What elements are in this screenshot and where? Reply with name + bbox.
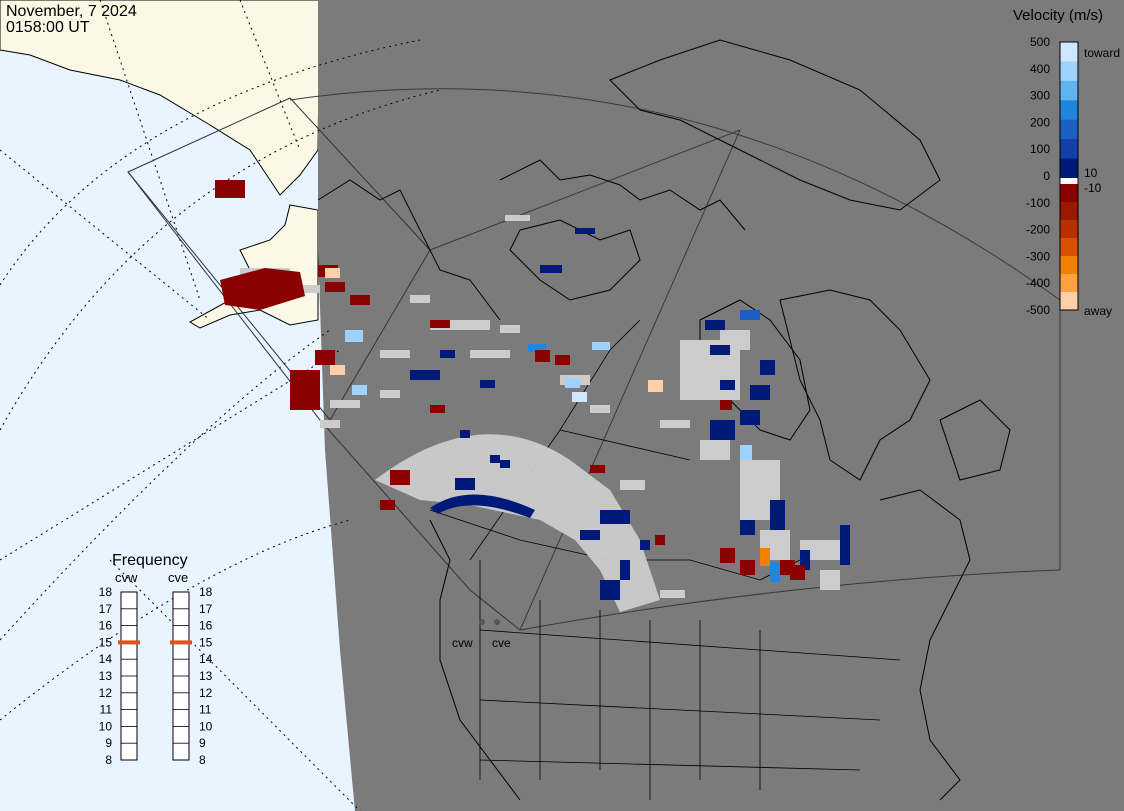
- colorbar-tick-label: 100: [1030, 142, 1050, 156]
- frequency-scale-label: 18: [99, 585, 113, 599]
- colorbar-neg10-label: -10: [1084, 181, 1102, 195]
- velocity-colorbar-ticks: 500 400 300 200 100 0 -100 -200 -300 -400 -500: [1026, 35, 1050, 317]
- frequency-scale-label: 17: [99, 602, 113, 616]
- site-cve-label: cve: [492, 636, 511, 650]
- colorbar-swatch: [1060, 292, 1078, 311]
- frequency-scale-label: 12: [99, 686, 113, 700]
- frequency-scale-label: 16: [99, 619, 113, 633]
- frequency-scale-label: 11: [199, 703, 212, 717]
- colorbar-frame: [1059, 41, 1079, 311]
- colorbar-tick-label: -200: [1026, 223, 1050, 237]
- date-label: November, 7 2024: [6, 3, 137, 20]
- colorbar-swatch: [1060, 119, 1078, 140]
- scatter-away-low: [215, 180, 805, 580]
- colorbar-swatch: [1060, 220, 1078, 239]
- political-borders: [429, 319, 901, 800]
- colorbar-tick-label: 500: [1030, 35, 1050, 49]
- colorbar-swatch: [1060, 100, 1078, 121]
- frequency-panel: 18 18 17 17 16 16 15 15 14 14 13 13 12 12 11 11 10 10 9 9 8 8: [99, 585, 213, 767]
- colorbar-tick-label: -100: [1026, 196, 1050, 210]
- freq-radar-cvw-label: cvw: [115, 570, 138, 585]
- colorbar-swatch: [1060, 139, 1078, 160]
- frequency-scale-label: 11: [100, 703, 113, 717]
- scatter-toward-high: [345, 310, 780, 582]
- graticule-dotted: [0, 0, 441, 811]
- scatter-toward-low: [410, 228, 850, 600]
- frequency-scale-label: 8: [199, 753, 206, 767]
- colorbar-swatch: [1060, 184, 1078, 203]
- site-cvw-label: cvw: [452, 636, 473, 650]
- colorbar-swatch: [1060, 238, 1078, 257]
- freq-radar-cve-label: cve: [168, 570, 188, 585]
- frequency-scale-label: 13: [99, 669, 113, 683]
- frequency-title: Frequency: [112, 552, 188, 569]
- colorbar-swatch: [1060, 256, 1078, 275]
- colorbar-swatch: [1060, 274, 1078, 293]
- colorbar-toward-label: toward: [1084, 46, 1120, 60]
- colorbar-swatch: [1060, 42, 1078, 62]
- colorbar-swatch: [1060, 80, 1078, 101]
- time-label: 0158:00 UT: [6, 19, 90, 36]
- frequency-scale-label: 13: [199, 669, 213, 683]
- colorbar-zero-band: [1060, 178, 1078, 184]
- colorbar-title: Velocity (m/s): [1013, 7, 1103, 24]
- colorbar-away-label: away: [1084, 304, 1112, 318]
- colorbar-tick-label: -500: [1026, 303, 1050, 317]
- frequency-scale-label: 8: [105, 753, 112, 767]
- frequency-scale-label: 14: [199, 652, 213, 666]
- colorbar-tick-label: -400: [1026, 276, 1050, 290]
- frequency-scale-label: 9: [105, 736, 112, 750]
- frequency-scale-label: 14: [99, 652, 113, 666]
- frequency-scale-label: 17: [199, 602, 213, 616]
- frequency-scale-label: 16: [199, 619, 213, 633]
- velocity-colorbar: [1059, 41, 1079, 311]
- frequency-scale-label: 15: [99, 635, 113, 649]
- frequency-scale-label: 9: [199, 736, 206, 750]
- frequency-scale-label: 15: [199, 635, 213, 649]
- frequency-scale-label: 10: [99, 719, 113, 733]
- frequency-marker: [118, 640, 140, 645]
- site-cve-marker: [494, 619, 500, 625]
- colorbar-swatch: [1060, 61, 1078, 82]
- colorbar-tick-label: 400: [1030, 62, 1050, 76]
- colorbar-pos10-label: 10: [1084, 166, 1098, 180]
- frequency-scale-label: 10: [199, 719, 213, 733]
- graticule-solid: [289, 88, 1061, 631]
- colorbar-tick-label: 300: [1030, 89, 1050, 103]
- frequency-scale-label: 18: [199, 585, 213, 599]
- frequency-marker: [170, 640, 192, 645]
- site-cvw-marker: [479, 619, 485, 625]
- colorbar-swatch: [1060, 202, 1078, 221]
- colorbar-swatch: [1060, 158, 1078, 179]
- colorbar-tick-label: -300: [1026, 249, 1050, 263]
- scatter-away-high: [325, 268, 770, 566]
- colorbar-tick-label: 0: [1043, 169, 1050, 183]
- colorbar-tick-label: 200: [1030, 115, 1050, 129]
- frequency-scale-label: 12: [199, 686, 213, 700]
